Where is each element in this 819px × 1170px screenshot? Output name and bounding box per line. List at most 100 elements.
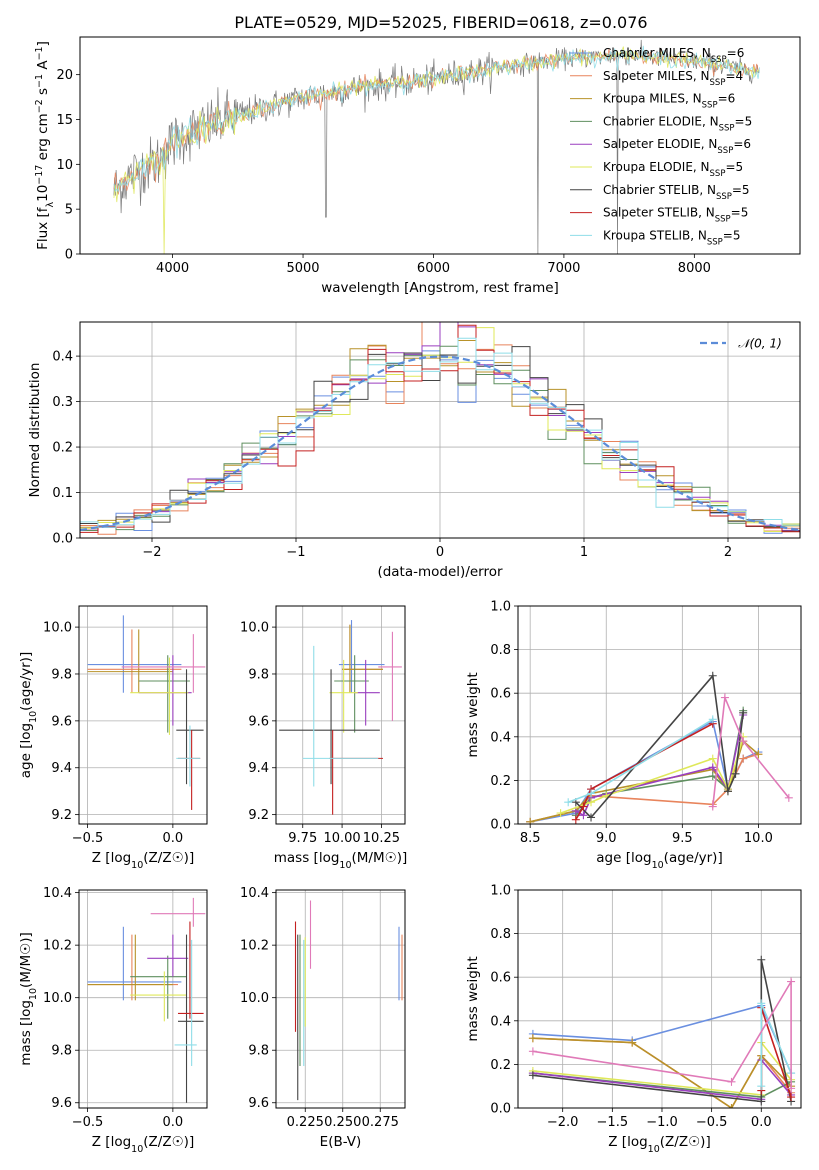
legend-entry: Kroupa ELODIE, NSSP=5 <box>603 160 743 179</box>
x-tick-label: −1.0 <box>646 1115 678 1130</box>
y-tick-label: 0.0 <box>490 818 511 833</box>
x-tick-label: 0.0 <box>163 831 184 846</box>
axes-frame <box>275 605 406 825</box>
errorbar <box>150 897 206 927</box>
legend-entry: Salpeter ELODIE, NSSP=6 <box>603 137 751 156</box>
y-tick-label: 0.1 <box>52 486 73 501</box>
y-axis-label: mass weight <box>465 956 481 1041</box>
errorbar <box>87 615 182 693</box>
y-tick-label: 1.0 <box>490 600 511 615</box>
x-tick-label: 8.5 <box>520 831 541 846</box>
y-tick-label: 9.6 <box>248 714 269 729</box>
x-tick-label: 9.5 <box>672 831 693 846</box>
y-tick-label: 9.6 <box>51 1096 72 1111</box>
errorbar <box>147 934 189 977</box>
errorbar <box>177 934 204 1103</box>
y-tick-label: 9.8 <box>248 667 269 682</box>
x-axis-label: age [log10(age/yr)] <box>596 850 722 871</box>
axes-frame <box>79 321 801 539</box>
model-spectrum <box>113 46 760 254</box>
plot-area <box>294 900 403 1101</box>
data-marker <box>526 817 535 824</box>
data-marker <box>528 1047 537 1056</box>
errorbar <box>354 659 380 726</box>
x-axis-label: Z [log10(Z/Z☉)] <box>92 850 194 871</box>
panel-mass-vs-ebv: 0.225 0.250 0.275 9.6 9.8 10.0 10.2 10.4 E(B-V) <box>240 886 406 1150</box>
series-line <box>712 694 790 807</box>
data-marker <box>628 1038 637 1047</box>
x-tick-label: 0.225 <box>287 1115 324 1130</box>
axes-frame <box>275 889 406 1109</box>
y-tick-label: 10.4 <box>43 886 72 901</box>
errorbar <box>121 634 206 693</box>
errorbar <box>279 669 380 785</box>
panel-mass-weight-vs-age: 8.5 9.0 9.5 10.0 0.0 0.2 0.4 0.6 0.8 1.0 age [log1… <box>465 600 802 871</box>
y-axis-label: age [log10(age/yr)] <box>18 652 39 778</box>
data-marker <box>739 708 748 717</box>
errorbar <box>138 655 190 733</box>
x-axis-label: wavelength [Angstrom, rest frame] <box>321 280 559 296</box>
legend-entry: Chabrier MILES, NSSP=6 <box>603 46 744 65</box>
data-marker <box>587 813 596 822</box>
y-tick-label: 9.2 <box>51 808 72 823</box>
x-tick-label: −0.5 <box>696 1115 728 1130</box>
series-line <box>575 714 744 817</box>
data-marker <box>727 1104 736 1108</box>
x-tick-label: −0.5 <box>72 1115 104 1130</box>
y-tick-label: 9.6 <box>51 714 72 729</box>
y-tick-label: 1.0 <box>490 884 511 899</box>
data-marker <box>723 787 732 796</box>
panel-spectrum: 4000 5000 6000 7000 8000 0 5 10 15 20 wavelength [… <box>34 36 801 296</box>
y-tick-label: 0.4 <box>490 730 511 745</box>
data-marker <box>754 750 763 759</box>
x-tick-label: 0 <box>436 545 444 560</box>
data-marker <box>571 815 580 824</box>
x-tick-label: 0.0 <box>163 1115 184 1130</box>
y-tick-label: 0.4 <box>490 1014 511 1029</box>
y-tick-label: 0 <box>65 248 73 263</box>
data-marker <box>757 999 766 1008</box>
normal-curve <box>80 355 800 532</box>
data-marker <box>784 793 793 802</box>
y-tick-label: 10 <box>56 158 73 173</box>
x-tick-label: 5000 <box>286 261 319 276</box>
series-line <box>532 978 792 1089</box>
x-tick-label: 0.0 <box>751 1115 772 1130</box>
x-tick-label: 0.250 <box>324 1115 361 1130</box>
y-tick-label: 0.8 <box>490 643 511 658</box>
errorbar <box>87 934 173 1001</box>
errorbar <box>138 655 192 726</box>
y-tick-label: 0.3 <box>52 395 73 410</box>
x-tick-label: 9.75 <box>288 831 317 846</box>
y-tick-label: 10.0 <box>240 621 269 636</box>
x-tick-label: 10.00 <box>323 831 360 846</box>
panel-age-vs-Z: −0.5 0.0 9.2 9.4 9.6 9.8 10.0 Z [log10(Z/Z☉)] ag… <box>18 605 208 871</box>
y-tick-label: 10.2 <box>240 939 269 954</box>
x-axis-label: Z [log10(Z/Z☉)] <box>92 1134 194 1155</box>
errorbar <box>177 921 204 1019</box>
data-marker <box>708 754 717 763</box>
axes-frame <box>79 36 801 255</box>
legend-entry: Salpeter STELIB, NSSP=5 <box>603 206 748 225</box>
legend-entry: Kroupa STELIB, NSSP=5 <box>603 228 741 247</box>
panel-mass-vs-Z: −0.5 0.0 9.6 9.8 10.0 10.2 10.4 Z [log10(Z/Z☉)]… <box>18 886 208 1155</box>
y-tick-label: 20 <box>56 68 73 83</box>
data-marker <box>739 754 748 763</box>
panel-mass-weight-vs-Z: −2.0 −1.5 −1.0 −0.5 0.0 0.0 0.2 0.4 0.6 0.8 1.0 Z [… <box>465 884 802 1155</box>
data-marker <box>757 1082 766 1091</box>
x-tick-label: 10.0 <box>744 831 773 846</box>
y-tick-label: 10.2 <box>43 939 72 954</box>
y-tick-label: 15 <box>56 113 73 128</box>
y-tick-label: 9.4 <box>51 761 72 776</box>
model-spectrum <box>113 45 760 193</box>
x-axis-label: Z [log10(Z/Z☉)] <box>608 1134 710 1155</box>
data-marker <box>757 955 766 964</box>
errorbar <box>87 629 182 693</box>
plot-area <box>87 615 206 810</box>
y-tick-label: 10.0 <box>43 991 72 1006</box>
x-tick-label: −1.5 <box>597 1115 629 1130</box>
data-marker <box>787 977 796 986</box>
x-axis-label: mass [log10(M/M☉)] <box>274 850 408 871</box>
errorbar <box>177 730 201 810</box>
